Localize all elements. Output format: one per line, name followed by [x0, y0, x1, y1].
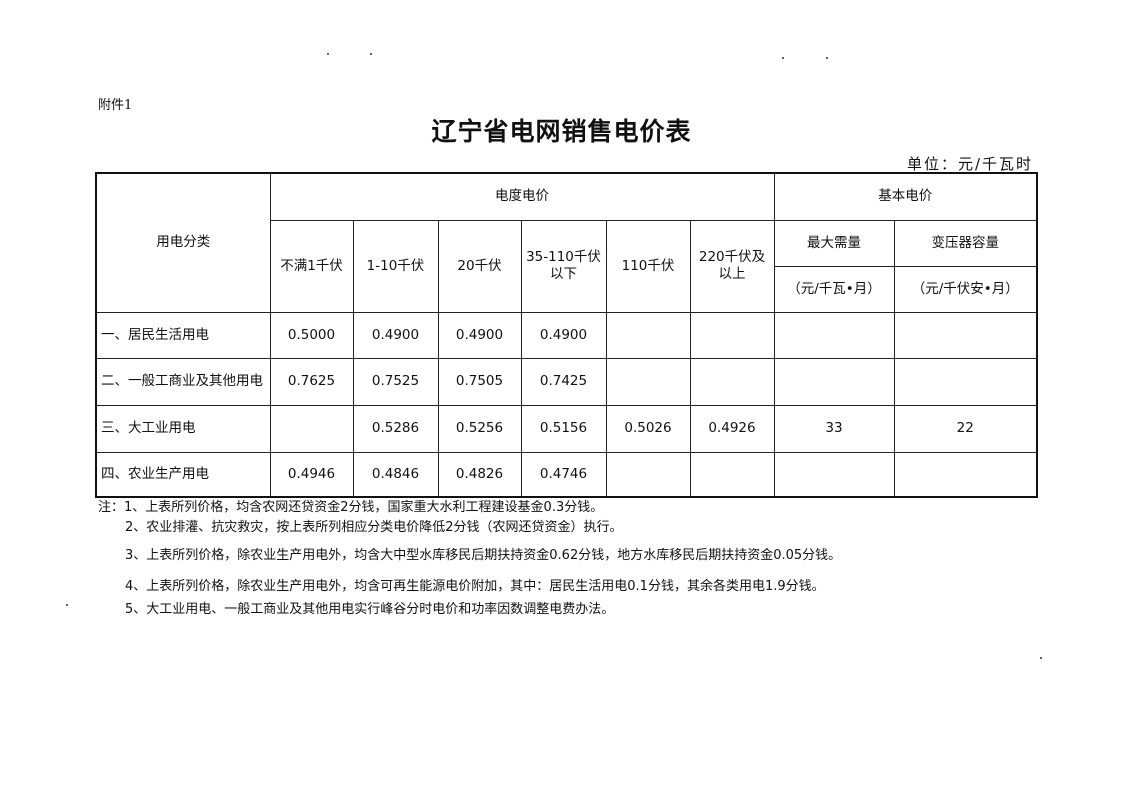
- price-cell: [689, 311, 775, 359]
- price-cell: [773, 451, 895, 498]
- price-cell: 0.5000: [269, 311, 354, 359]
- price-cell: 0.4926: [689, 404, 775, 453]
- note: 5、大工业用电、一般工商业及其他用电实行峰谷分时电价和功率因数调整电费办法。: [125, 602, 615, 617]
- price-cell: [773, 357, 895, 406]
- table-row: 三、大工业用电 0.5286 0.5256 0.5156 0.5026 0.4926 33 2…: [95, 404, 1038, 453]
- row-category: 一、居民生活用电: [95, 311, 271, 359]
- price-cell: [893, 311, 1038, 359]
- row-category: 四、农业生产用电: [95, 451, 271, 498]
- page-title: 辽宁省电网销售电价表: [431, 117, 692, 146]
- table-row: 一、居民生活用电 0.5000 0.4900 0.4900 0.4900: [95, 311, 1038, 359]
- voltage-header: 110千伏: [605, 219, 691, 313]
- price-cell: 0.5026: [605, 404, 691, 453]
- price-cell: 0.4946: [269, 451, 354, 498]
- basic-column-header: 最大需量: [773, 219, 895, 267]
- price-cell: 33: [773, 404, 895, 453]
- voltage-header: 不满1千伏: [269, 219, 354, 313]
- price-cell: 0.7425: [520, 357, 607, 406]
- notes: 注：1、上表所列价格，均含农网还贷资金2分钱，国家重大水利工程建设基金0.3分钱…: [98, 498, 841, 620]
- note: 3、上表所列价格，除农业生产用电外，均含大中型水库移民后期扶持资金0.62分钱，…: [125, 548, 842, 563]
- price-cell: 0.4900: [352, 311, 439, 359]
- price-table: 用电分类 电度电价 基本电价 不满1千伏 1-10千伏 20千伏 35-110千…: [95, 172, 1038, 498]
- price-cell: 22: [893, 404, 1038, 453]
- voltage-header: 35-110千伏以下: [520, 219, 607, 313]
- price-cell: 0.4900: [437, 311, 522, 359]
- note: 注：1、上表所列价格，均含农网还贷资金2分钱，国家重大水利工程建设基金0.3分钱…: [98, 500, 604, 515]
- basic-column-unit: （元/千伏安•月）: [893, 265, 1038, 313]
- price-cell: 0.5256: [437, 404, 522, 453]
- price-cell: 0.5156: [520, 404, 607, 453]
- price-cell: [893, 357, 1038, 406]
- voltage-header: 20千伏: [437, 219, 522, 313]
- price-cell: 0.4826: [437, 451, 522, 498]
- price-cell: [689, 357, 775, 406]
- basic-column-header: 变压器容量: [893, 219, 1038, 267]
- unit-label: 单位：元/千瓦时: [906, 155, 1033, 173]
- basic-price-header: 基本电价: [773, 172, 1038, 221]
- table-row: 二、一般工商业及其他用电 0.7625 0.7525 0.7505 0.7425: [95, 357, 1038, 406]
- row-category: 二、一般工商业及其他用电: [95, 357, 271, 406]
- basic-column-unit: （元/千瓦•月）: [773, 265, 895, 313]
- price-cell: [773, 311, 895, 359]
- price-cell: 0.4900: [520, 311, 607, 359]
- price-cell: 0.7505: [437, 357, 522, 406]
- row-category: 三、大工业用电: [95, 404, 271, 453]
- price-cell: 0.7625: [269, 357, 354, 406]
- price-cell: 0.7525: [352, 357, 439, 406]
- price-cell: [605, 357, 691, 406]
- category-header: 用电分类: [95, 172, 271, 313]
- price-cell: 0.5286: [352, 404, 439, 453]
- energy-price-header: 电度电价: [269, 172, 775, 221]
- price-cell: 0.4846: [352, 451, 439, 498]
- price-cell: 0.4746: [520, 451, 607, 498]
- attachment-label: 附件1: [98, 98, 133, 113]
- price-cell: [689, 451, 775, 498]
- voltage-header: 220千伏及以上: [689, 219, 775, 313]
- price-cell: [605, 311, 691, 359]
- note: 2、农业排灌、抗灾救灾，按上表所列相应分类电价降低2分钱（农网还贷资金）执行。: [125, 520, 623, 535]
- table-row: 四、农业生产用电 0.4946 0.4846 0.4826 0.4746: [95, 451, 1038, 498]
- price-cell: [269, 404, 354, 453]
- price-cell: [893, 451, 1038, 498]
- price-cell: [605, 451, 691, 498]
- note: 4、上表所列价格，除农业生产用电外，均含可再生能源电价附加，其中：居民生活用电0…: [125, 579, 825, 594]
- voltage-header: 1-10千伏: [352, 219, 439, 313]
